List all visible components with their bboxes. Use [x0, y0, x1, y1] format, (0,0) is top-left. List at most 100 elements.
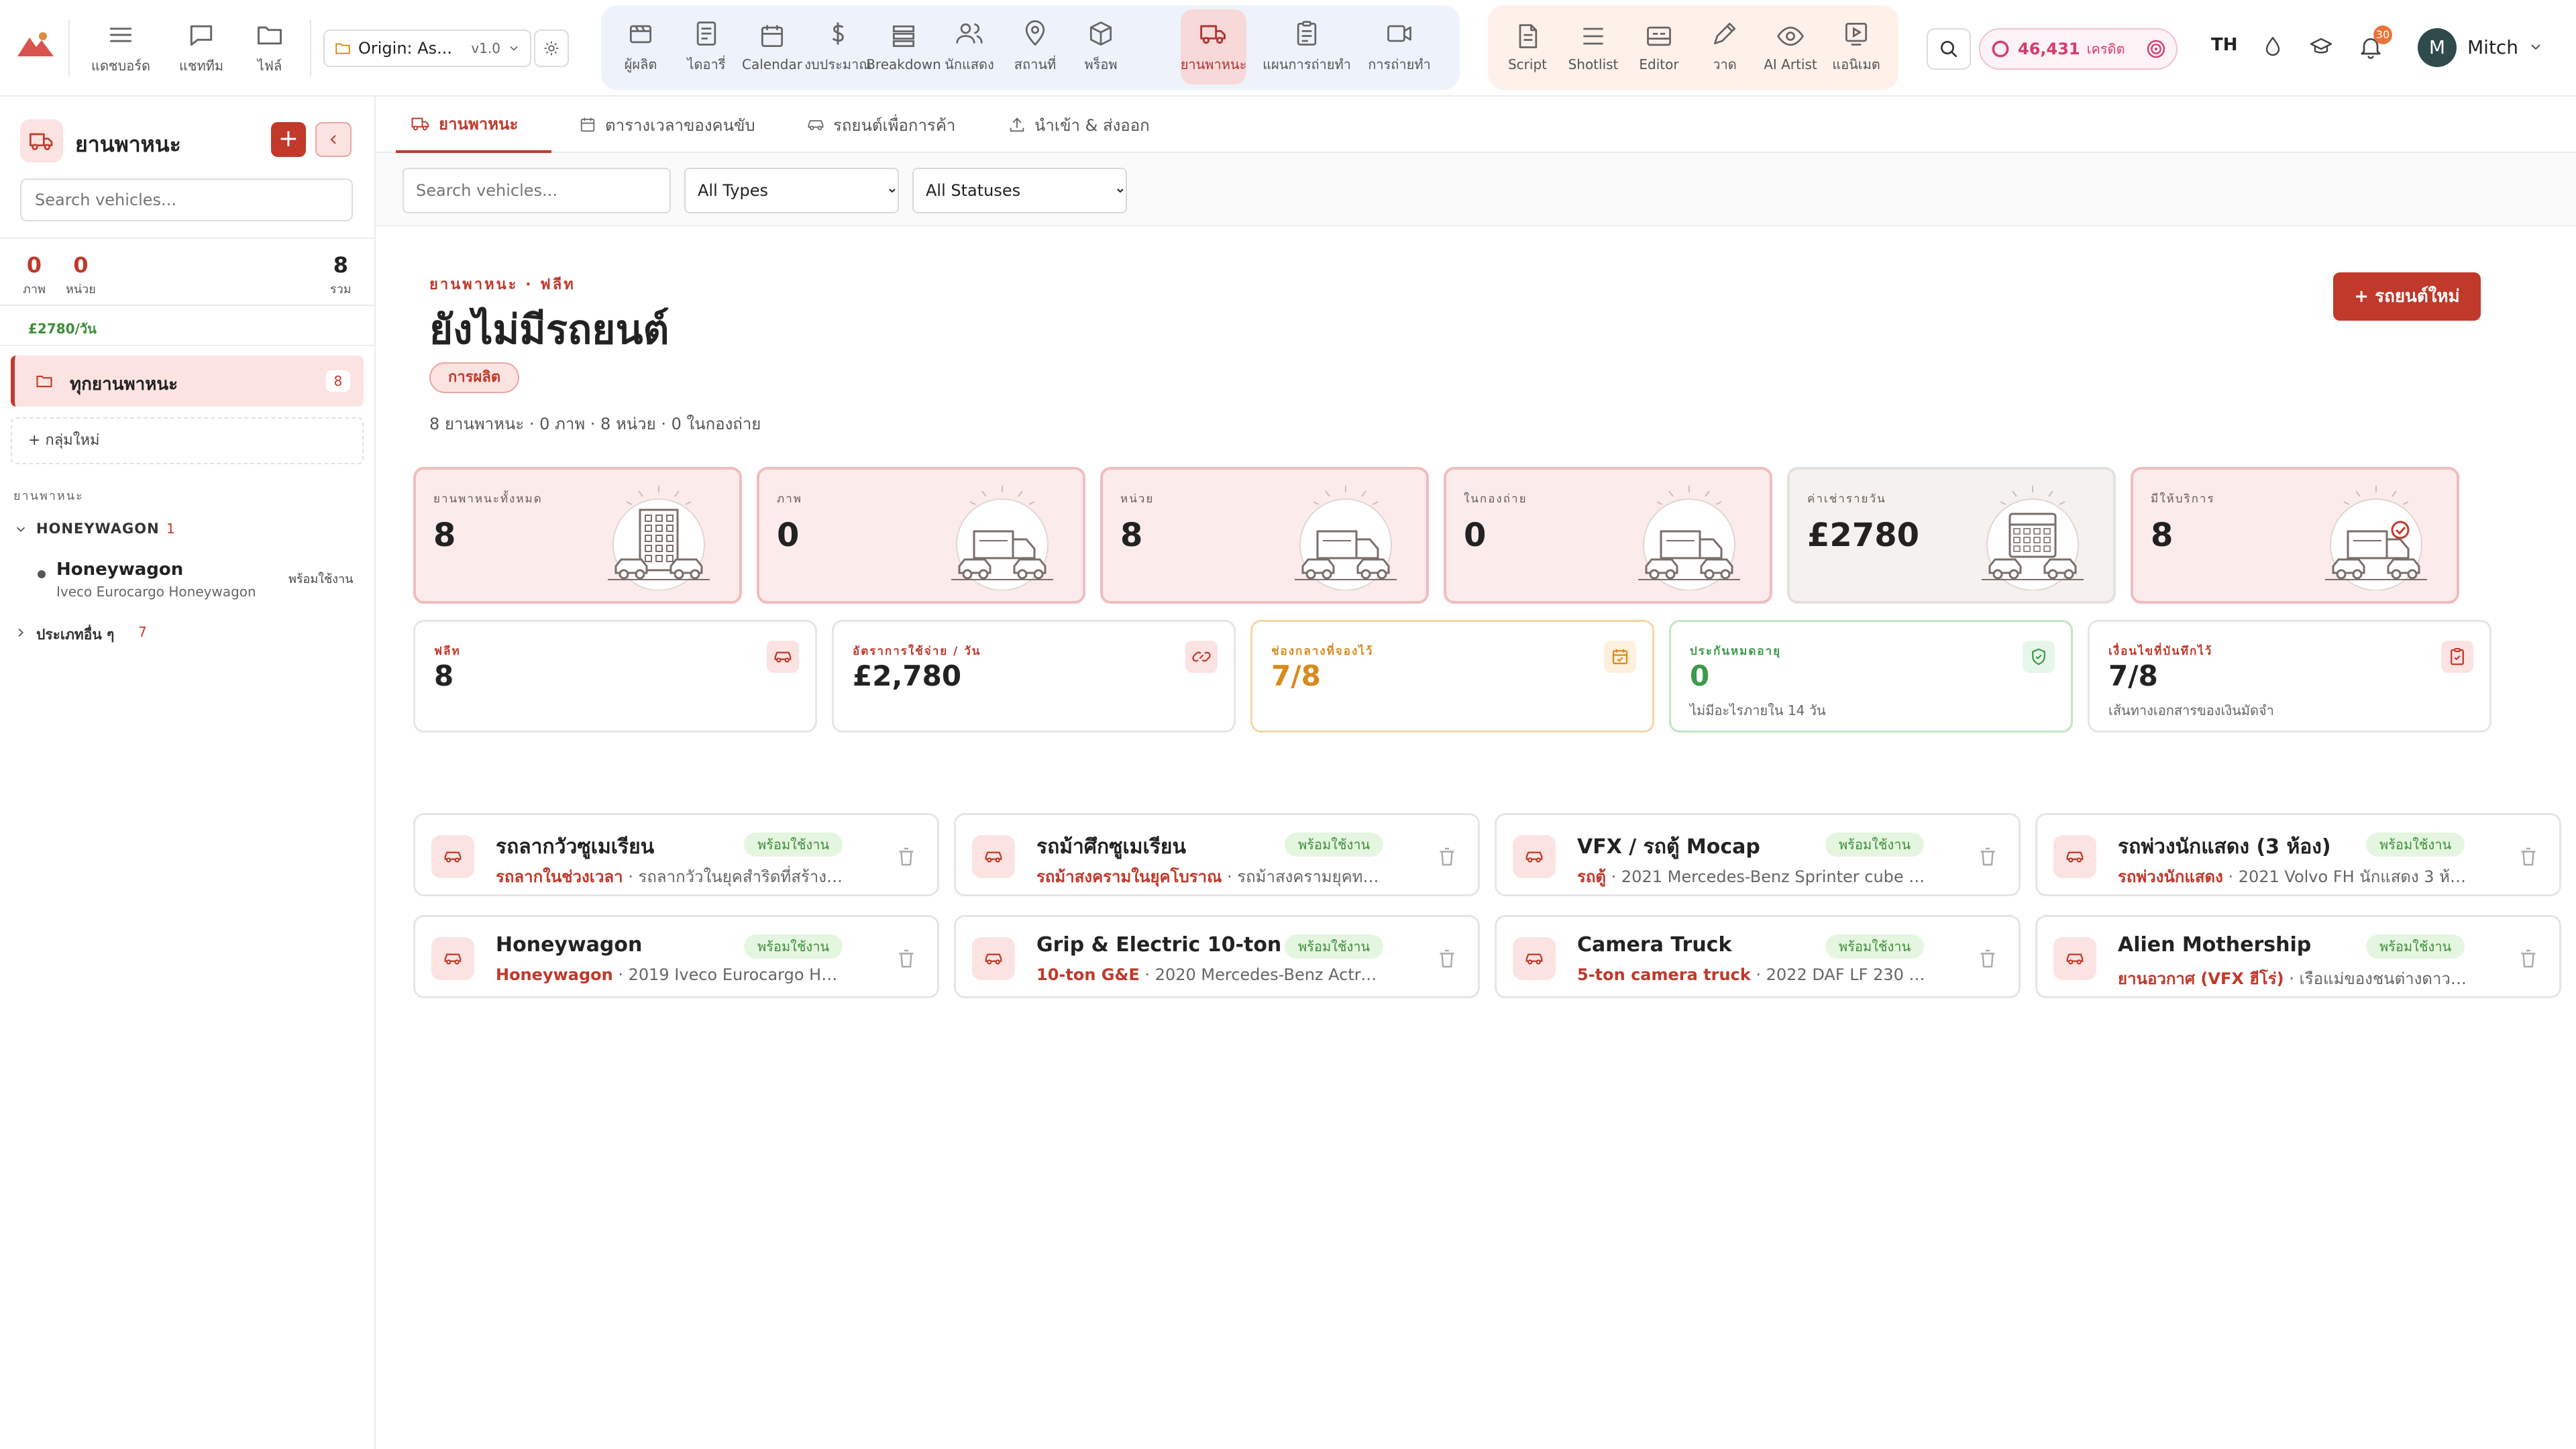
- vehicle-card[interactable]: รถพ่วงนักแสดง (3 ห้อง) พร้อมใช้งาน รถพ่วงน…: [2035, 813, 2561, 896]
- chevron-down-icon[interactable]: [2528, 39, 2544, 55]
- stat-card[interactable]: มีให้บริการ 8: [2131, 467, 2459, 604]
- delete-button[interactable]: [1976, 845, 2000, 869]
- trash-icon: [1980, 949, 1995, 968]
- theme-drop-icon[interactable]: [2261, 35, 2285, 59]
- logo-icon[interactable]: [16, 30, 55, 59]
- nav-animate[interactable]: แอนิเมต: [1823, 9, 1889, 85]
- nav-breakdown[interactable]: Breakdown: [866, 9, 941, 85]
- sidebar-search-input[interactable]: [20, 178, 353, 221]
- delete-button[interactable]: [1435, 947, 1459, 971]
- new-vehicle-button[interactable]: + รถยนต์ใหม่: [2333, 272, 2481, 321]
- search-icon: [1941, 41, 1957, 57]
- group-other-types[interactable]: ประเภทอื่น ๆ 7: [13, 620, 362, 647]
- nav-vehicles[interactable]: ยานพาหนะ: [1181, 9, 1246, 85]
- metric-label: เงื่อนไขที่บันทึกไว้: [2108, 645, 2213, 658]
- stat-card[interactable]: ภาพ 0: [757, 467, 1085, 604]
- metric-card[interactable]: ช่องกลางที่จองไว้ 7/8: [1250, 620, 1654, 733]
- user-name[interactable]: Mitch: [2467, 36, 2519, 58]
- academy-icon[interactable]: [2308, 35, 2334, 59]
- menu-icon: [109, 28, 132, 42]
- tab-commercial-cars[interactable]: รถยนต์เพื่อการค้า: [806, 97, 955, 153]
- metric-value: 0: [1690, 659, 1710, 692]
- vehicle-name: Camera Truck: [1577, 933, 1732, 957]
- project-selector[interactable]: Origin: As... v1.0: [323, 30, 531, 67]
- stat-card[interactable]: หน่วย 8: [1100, 467, 1429, 604]
- nav-diary[interactable]: ไดอารี่: [674, 9, 739, 85]
- production-nav-group: ผู้ผลิต ไดอารี่ Calendar งบประมาณ Breakd…: [601, 5, 1460, 90]
- calendar-icon: [761, 25, 784, 48]
- nav-producer[interactable]: ผู้ผลิต: [608, 9, 674, 85]
- link-icon: [1185, 641, 1218, 673]
- vehicle-card[interactable]: Camera Truck พร้อมใช้งาน 5-ton camera truc…: [1495, 915, 2021, 998]
- radar-icon[interactable]: [2145, 38, 2167, 60]
- tab-vehicles[interactable]: ยานพาหนะ: [396, 97, 551, 153]
- delete-button[interactable]: [1435, 845, 1459, 869]
- stat-card[interactable]: ยานพาหนะทั้งหมด 8: [413, 467, 742, 604]
- nav-script[interactable]: Script: [1495, 9, 1560, 85]
- nav-label: ไฟล์: [257, 58, 282, 74]
- vehicle-card[interactable]: Grip & Electric 10-ton พร้อมใช้งาน 10-ton …: [954, 915, 1480, 998]
- project-settings-button[interactable]: [534, 30, 569, 67]
- avatar[interactable]: M: [2418, 28, 2457, 67]
- language-switch[interactable]: TH: [2211, 35, 2238, 55]
- tab-import-export[interactable]: นำเข้า & ส่งออก: [1008, 97, 1150, 153]
- nav-team-chat[interactable]: แชททีม: [168, 15, 235, 82]
- nav-calendar[interactable]: Calendar: [739, 9, 805, 85]
- truck-icon: [411, 117, 429, 131]
- calendar-check-icon: [1604, 641, 1636, 673]
- group-name: ประเภทอื่น ๆ: [36, 627, 115, 643]
- nav-label: การถ่ายทำ: [1368, 56, 1431, 72]
- delete-button[interactable]: [894, 947, 918, 971]
- nav-locations[interactable]: สถานที่: [1002, 9, 1068, 85]
- collapse-sidebar-button[interactable]: [315, 122, 352, 157]
- search-button[interactable]: [1927, 28, 1971, 70]
- stat-card[interactable]: ในกองถ่าย 0: [1444, 467, 1772, 604]
- nav-cast[interactable]: นักแสดง: [936, 9, 1002, 85]
- new-group-button[interactable]: + กลุ่มใหม่: [11, 417, 364, 464]
- delete-button[interactable]: [1976, 947, 2000, 971]
- nav-editor[interactable]: Editor: [1626, 9, 1692, 85]
- metric-card[interactable]: อัตราการใช้จ่าย / วัน £2,780: [832, 620, 1236, 733]
- vehicle-category: รถลากในช่วงเวลา: [496, 867, 623, 886]
- project-name: Origin: As...: [358, 39, 453, 58]
- type-filter-select[interactable]: All Types: [684, 168, 899, 213]
- trucks-icon: [1622, 483, 1756, 590]
- delete-button[interactable]: [2516, 845, 2540, 869]
- delete-button[interactable]: [2516, 947, 2540, 971]
- credits-pill[interactable]: 46,431 เครดิต: [1979, 28, 2178, 70]
- vehicle-card[interactable]: Honeywagon พร้อมใช้งาน Honeywagon · 2019 I…: [413, 915, 939, 998]
- vehicle-card[interactable]: Alien Mothership พร้อมใช้งาน ยานอวกาศ (VFX…: [2035, 915, 2561, 998]
- metric-card[interactable]: เงื่อนไขที่บันทึกไว้ 7/8 เส้นทางเอกสารของเ…: [2088, 620, 2491, 733]
- nav-dashboard[interactable]: แดชบอร์ด: [87, 15, 154, 82]
- credits-label: เครดิต: [2086, 41, 2125, 57]
- nav-draw[interactable]: วาด: [1692, 9, 1758, 85]
- pen-icon: [1713, 22, 1736, 45]
- sidebar-vehicle-honeywagon[interactable]: Honeywagon Iveco Eurocargo Honeywagon พร…: [13, 553, 366, 612]
- nav-call-sheet[interactable]: แผนการถ่ายทำ: [1263, 9, 1351, 85]
- stat-card[interactable]: ค่าเช่ารายวัน £2780: [1787, 467, 2116, 604]
- vehicle-card[interactable]: VFX / รถตู้ Mocap พร้อมใช้งาน รถตู้ · 2021…: [1495, 813, 2021, 896]
- tab-driver-schedule[interactable]: ตารางเวลาของคนขับ: [578, 97, 755, 153]
- nav-shooting[interactable]: การถ่ายทำ: [1352, 9, 1446, 85]
- delete-button[interactable]: [894, 845, 918, 869]
- eye-icon: [1777, 26, 1804, 46]
- nav-shotlist[interactable]: Shotlist: [1560, 9, 1626, 85]
- vehicle-card[interactable]: รถลากวัวซูเมเรียน พร้อมใช้งาน รถลากในช่วงเ…: [413, 813, 939, 896]
- group-honeywagon[interactable]: HONEYWAGON 1: [13, 517, 362, 543]
- metric-card[interactable]: ประกันหมดอายุ 0 ไม่มีอะไรภายใน 14 วัน: [1669, 620, 2073, 733]
- nav-files[interactable]: ไฟล์: [236, 15, 303, 82]
- nav-props[interactable]: พร็อพ: [1068, 9, 1134, 85]
- car-icon: [1513, 835, 1556, 878]
- nav-ai-artist[interactable]: AI Artist: [1758, 9, 1823, 85]
- count-badge: 8: [326, 370, 350, 392]
- search-input[interactable]: [402, 168, 671, 213]
- add-vehicle-button[interactable]: +: [271, 122, 306, 157]
- notifications-button[interactable]: 30: [2357, 25, 2392, 60]
- status-filter-select[interactable]: All Statuses: [912, 168, 1127, 213]
- sidebar-stat-images: 0 ภาพ: [23, 252, 46, 299]
- nav-budget[interactable]: งบประมาณ: [804, 9, 871, 85]
- metric-label: ประกันหมดอายุ: [1690, 645, 1782, 658]
- metric-card[interactable]: ฟลีท 8: [413, 620, 817, 733]
- sidebar-item-all-vehicles[interactable]: ทุกยานพาหนะ 8: [11, 356, 364, 407]
- vehicle-card[interactable]: รถม้าศึกซูเมเรียน พร้อมใช้งาน รถม้าสงครามใ…: [954, 813, 1480, 896]
